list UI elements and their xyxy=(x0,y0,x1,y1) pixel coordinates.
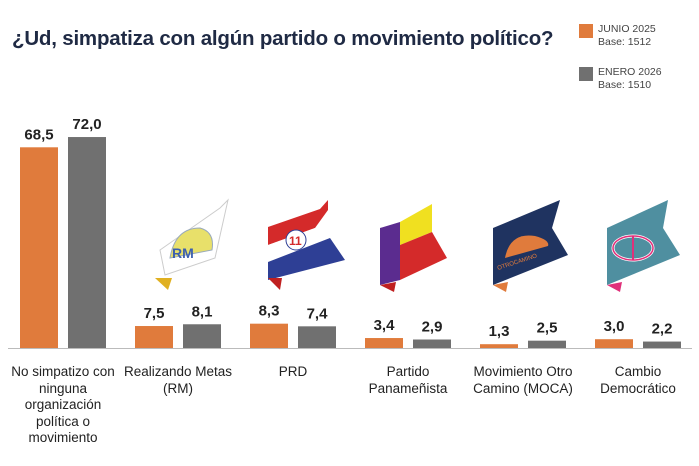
bar xyxy=(643,341,681,348)
category-label: PRD xyxy=(278,364,308,379)
category-label: Movimiento Otro Camino (MOCA) xyxy=(473,364,573,396)
bar xyxy=(298,326,336,348)
data-label: 72,0 xyxy=(72,116,101,133)
logo-cambio-democratico xyxy=(607,200,680,292)
bar xyxy=(595,339,633,348)
data-label: 8,1 xyxy=(192,303,213,320)
data-label: 68,5 xyxy=(24,126,53,143)
bar xyxy=(250,323,288,348)
category-label: Partido Panameñista xyxy=(368,364,448,396)
category-label: Realizando Metas (RM) xyxy=(123,364,233,396)
legend-item-junio-2025: JUNIO 2025 Base: 1512 xyxy=(579,23,656,49)
bar xyxy=(480,344,518,348)
bar xyxy=(528,340,566,348)
category-label: No simpatizo con ninguna organización po… xyxy=(11,364,115,445)
svg-text:11: 11 xyxy=(289,234,302,248)
legend-base: Base: 1512 xyxy=(598,36,652,48)
data-label: 3,0 xyxy=(604,318,625,335)
data-label: 3,4 xyxy=(374,317,396,334)
logo-otro-camino: OTROCAMINO xyxy=(493,200,568,292)
data-label: 2,2 xyxy=(652,321,673,338)
svg-text:RM: RM xyxy=(172,245,194,261)
category-label: Cambio Democrático xyxy=(600,364,676,396)
logo-panamenista xyxy=(380,204,447,292)
bar xyxy=(365,338,403,348)
data-label: 1,3 xyxy=(489,323,510,340)
legend-swatch xyxy=(579,24,593,38)
bar xyxy=(183,324,221,348)
chart-title: ¿Ud, simpatiza con algún partido o movim… xyxy=(12,27,554,50)
data-label: 2,9 xyxy=(422,319,443,336)
data-label: 2,5 xyxy=(537,320,558,337)
bar xyxy=(135,326,173,348)
legend-label: JUNIO 2025 xyxy=(598,23,656,35)
logo-rm: RM xyxy=(155,198,229,290)
bar xyxy=(68,137,106,348)
legend-swatch xyxy=(579,67,593,81)
legend-item-enero-2026: ENERO 2026 Base: 1510 xyxy=(579,66,662,92)
data-label: 8,3 xyxy=(259,303,280,320)
logo-prd: 11 xyxy=(268,200,345,290)
legend-label: ENERO 2026 xyxy=(598,66,662,78)
data-label: 7,4 xyxy=(307,305,329,322)
legend-base: Base: 1510 xyxy=(598,79,652,91)
data-label: 7,5 xyxy=(144,305,165,322)
bar xyxy=(413,339,451,348)
bar xyxy=(20,147,58,348)
